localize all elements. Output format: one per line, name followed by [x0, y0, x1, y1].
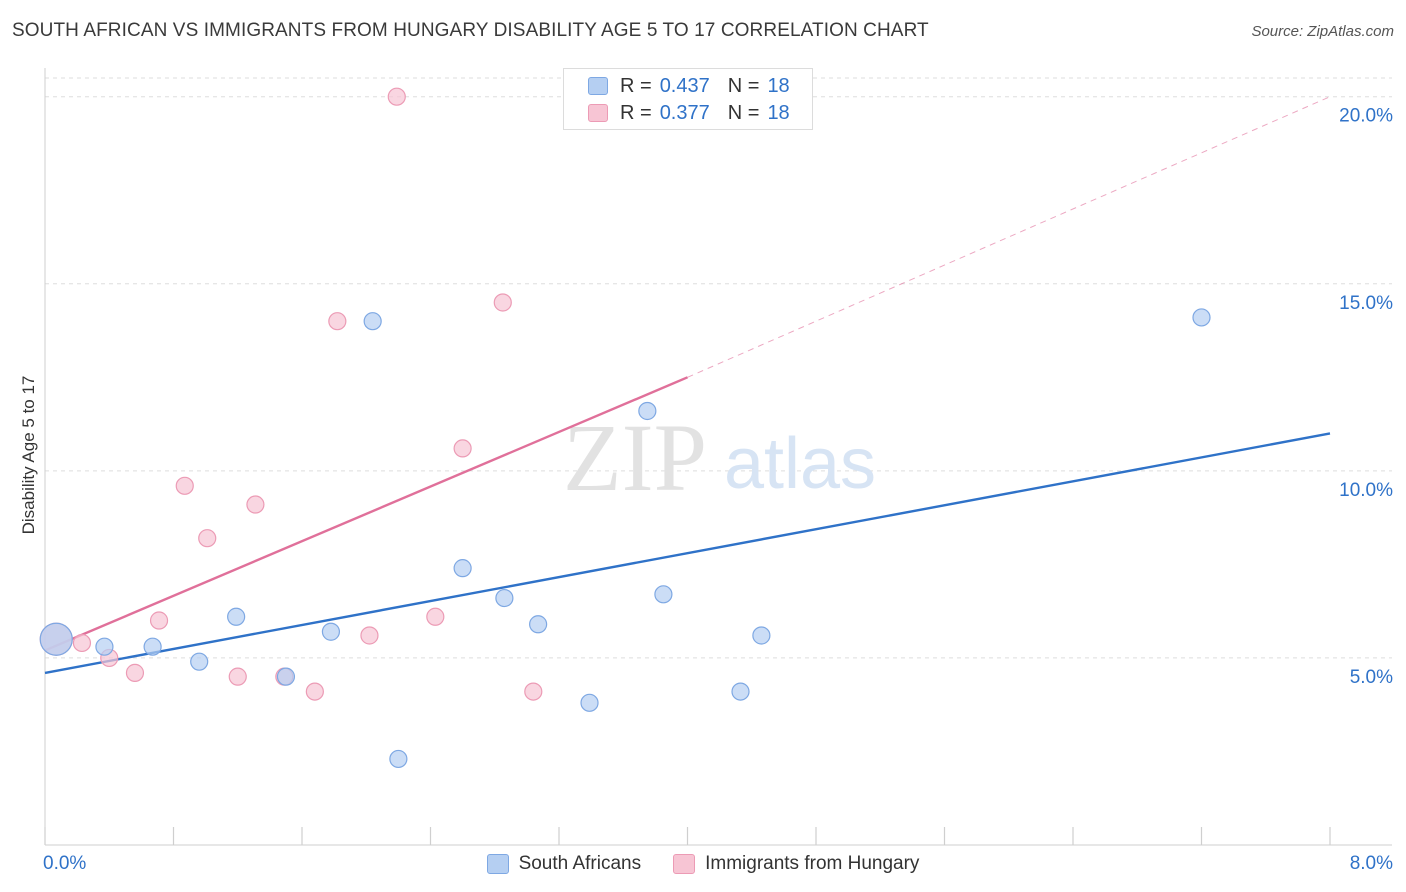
data-point [95, 637, 114, 656]
legend-label: Immigrants from Hungary [705, 853, 920, 874]
axis-layer: 5.0% 10.0% 15.0% 20.0% 0.0% 8.0% [43, 68, 1393, 874]
trend-line [44, 376, 688, 652]
legend-item-south-africans[interactable]: South Africans [486, 851, 642, 877]
data-point [638, 401, 657, 421]
legend-item-hungary[interactable]: Immigrants from Hungary [673, 851, 919, 877]
grid-layer [45, 77, 1392, 659]
legend-swatch-blue [486, 854, 509, 874]
data-point [305, 682, 324, 701]
data-point [1192, 308, 1211, 327]
data-point [493, 293, 512, 312]
data-point [387, 87, 406, 106]
data-point [227, 607, 246, 626]
y-tick-label: 20.0% [1339, 106, 1393, 127]
y-tick-label: 5.0% [1350, 667, 1393, 688]
watermark-atlas: atlas [724, 424, 876, 504]
data-point [524, 682, 543, 701]
data-point [529, 615, 548, 634]
legend-row-south-africans: R = 0.437 N = 18 [588, 73, 790, 99]
data-point [654, 585, 673, 604]
data-point [580, 693, 599, 712]
data-point [175, 476, 194, 495]
legend-n-value: 18 [767, 74, 790, 97]
trend-line-extension [687, 96, 1331, 378]
data-point [453, 439, 472, 458]
data-point [276, 667, 296, 686]
series-legend: South Africans Immigrants from Hungary [0, 851, 1406, 877]
data-point [328, 312, 347, 331]
data-point [453, 559, 472, 578]
data-point [149, 611, 169, 630]
legend-swatch-pink [588, 104, 608, 122]
legend-n-value: 18 [767, 101, 790, 124]
data-point [198, 529, 217, 548]
data-point [363, 312, 382, 331]
y-tick-label: 15.0% [1339, 293, 1393, 314]
data-point [731, 682, 750, 701]
x-tick-label: 8.0% [1350, 853, 1393, 874]
legend-n-label: N = [727, 74, 760, 97]
points-layer [39, 87, 1211, 769]
legend-label: South Africans [518, 853, 642, 874]
correlation-legend: R = 0.437 N = 18 R = 0.377 N = 18 [563, 68, 813, 130]
data-point [125, 663, 145, 682]
legend-r-label: R = [620, 101, 652, 124]
data-point [389, 749, 408, 769]
data-point [228, 667, 247, 686]
trend-line [44, 432, 1331, 675]
watermark-zip: ZIP [563, 404, 707, 511]
legend-r-value: 0.377 [659, 101, 710, 124]
y-axis-label: Disability Age 5 to 17 [19, 376, 38, 535]
data-point [321, 622, 341, 641]
data-point [143, 637, 162, 656]
chart-title: SOUTH AFRICAN VS IMMIGRANTS FROM HUNGARY… [12, 20, 929, 41]
data-point [246, 495, 265, 514]
y-tick-label: 10.0% [1339, 480, 1393, 501]
data-point [360, 626, 379, 645]
legend-row-hungary: R = 0.377 N = 18 [588, 100, 790, 126]
trend-layer [44, 96, 1331, 675]
data-point [426, 607, 445, 626]
data-point [495, 588, 514, 608]
legend-swatch-blue [588, 77, 608, 95]
legend-n-label: N = [727, 101, 760, 124]
watermark: ZIP atlas [563, 404, 876, 511]
legend-r-label: R = [620, 74, 652, 97]
x-tick-label: 0.0% [43, 853, 86, 874]
data-point [190, 652, 209, 671]
legend-swatch-pink [673, 854, 696, 874]
data-point [39, 622, 73, 656]
data-point [72, 633, 92, 653]
legend-r-value: 0.437 [659, 74, 710, 97]
source-label: Source: ZipAtlas.com [1251, 23, 1394, 40]
data-point [752, 626, 771, 645]
